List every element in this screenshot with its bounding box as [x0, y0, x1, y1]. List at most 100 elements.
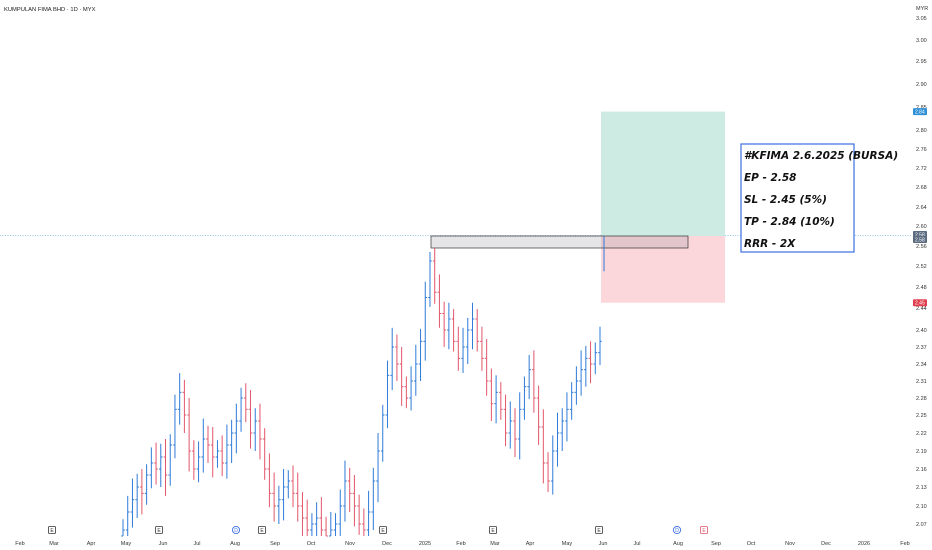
ohlc-bar [149, 447, 154, 489]
price-tag [913, 236, 927, 243]
time-axis[interactable]: Feb Mar Apr May Jun Jul Aug Sep Oct Nov Dec 2025 Feb… [15, 541, 909, 547]
target-zone[interactable] [601, 111, 725, 236]
annotation-line-1: #KFIMA 2.6.2025 (BURSA) [744, 150, 898, 162]
ohlc-bar [295, 472, 300, 522]
ohlc-bar [480, 326, 484, 371]
price-tick-label: 2.85 [916, 105, 927, 111]
time-tick-label: May [562, 541, 573, 547]
time-tick-label: Sep [270, 541, 280, 547]
ohlc-bar [541, 409, 546, 484]
time-tick-label: Aug [230, 541, 240, 547]
earnings-marker[interactable]: E [379, 526, 387, 534]
ohlc-bar [210, 427, 215, 478]
time-tick-label: Apr [526, 541, 535, 547]
time-tick-label: 2026 [858, 541, 870, 547]
ohlc-bar [395, 334, 399, 381]
earnings-marker[interactable]: E [48, 526, 56, 534]
price-tick-label: 2.95 [916, 59, 927, 65]
ohlc-bar [484, 339, 489, 396]
price-tag [913, 108, 927, 116]
price-tick-label: 2.64 [916, 205, 927, 211]
price-axis[interactable]: 3.05 3.00 2.95 2.90 2.85 2.80 2.76 2.72 2.68 2.64… [916, 16, 927, 528]
time-tick-label: Nov [785, 541, 795, 547]
ohlc-bar [215, 440, 220, 468]
svg-text:D: D [234, 528, 238, 534]
ohlc-bar [598, 326, 602, 366]
ohlc-bar [428, 252, 432, 307]
ohlc-bar [140, 469, 144, 515]
svg-text:E: E [50, 528, 54, 534]
trade-annotation[interactable]: #KFIMA 2.6.2025 (BURSA) EP - 2.58 SL - 2… [740, 143, 898, 253]
ohlc-bar [206, 425, 210, 463]
ohlc-bar [125, 495, 130, 536]
dividend-marker[interactable]: D [672, 525, 682, 535]
price-axis-tags: 2.84 2.582.58 2.45 [913, 108, 927, 307]
price-tick-label: 2.76 [916, 147, 927, 153]
ohlc-bar [451, 309, 456, 352]
price-tick-label: 2.16 [916, 467, 927, 473]
svg-text:E: E [597, 528, 601, 534]
svg-text:E: E [381, 528, 385, 534]
ohlc-bar [305, 499, 309, 536]
price-tick-label: 2.28 [916, 396, 927, 402]
ohlc-bar [499, 382, 503, 420]
earnings-marker[interactable]: E [700, 526, 708, 534]
resistance-zone[interactable] [430, 235, 689, 249]
ohlc-bar [550, 435, 555, 495]
time-tick-label: Dec [382, 541, 392, 547]
ohlc-bar [418, 328, 423, 381]
ohlc-bar [158, 443, 163, 487]
price-tick-label: 2.10 [916, 504, 927, 510]
ohlc-bar [489, 368, 494, 421]
ohlc-bar [565, 392, 569, 442]
ohlc-bar [338, 489, 343, 536]
ohlc-bar [546, 452, 550, 493]
ohlc-bar [177, 373, 182, 425]
earnings-marker[interactable]: E [258, 526, 266, 534]
ohlc-bar [258, 403, 262, 460]
ohlc-bar [357, 494, 361, 535]
ohlc-bar [300, 492, 305, 536]
ohlc-bar [229, 419, 234, 463]
time-tick-label: Feb [456, 541, 465, 547]
ohlc-bar [187, 398, 191, 472]
ohlc-bar [465, 317, 470, 364]
ohlc-bar [414, 344, 418, 396]
ohlc-bar [130, 478, 135, 528]
earnings-marker[interactable]: E [489, 526, 497, 534]
price-tick-label: 2.48 [916, 285, 927, 291]
earnings-marker[interactable]: E [595, 526, 603, 534]
ohlc-bar [461, 327, 465, 374]
price-tick-label: 3.00 [916, 38, 927, 44]
dividend-marker[interactable]: D [231, 525, 241, 535]
ohlc-bar [324, 516, 328, 537]
ohlc-bar [144, 464, 149, 505]
ohlc-bar [281, 469, 286, 521]
ohlc-bar [579, 350, 583, 396]
stop-zone[interactable] [601, 236, 725, 303]
time-tick-label: Jun [599, 541, 608, 547]
ohlc-bar [574, 366, 579, 405]
ohlc-bar [366, 490, 371, 536]
svg-text:D: D [675, 528, 679, 534]
ohlc-bar [314, 502, 319, 536]
annotation-line-2: EP - 2.58 [744, 172, 796, 184]
ohlc-bar [584, 345, 588, 387]
zone-rectangle[interactable] [430, 235, 689, 249]
ohlc-bar [154, 442, 158, 485]
ohlc-bar [475, 309, 480, 352]
long-position-tool[interactable] [601, 111, 725, 303]
ohlc-bar [503, 394, 508, 447]
earnings-marker[interactable]: E [155, 526, 163, 534]
ohlc-bar [409, 366, 413, 411]
ohlc-bar [121, 519, 125, 537]
ohlc-bar [343, 460, 347, 522]
svg-text:E: E [260, 528, 264, 534]
ohlc-bar [201, 418, 206, 473]
price-tag-label: 2.58 [915, 232, 925, 238]
price-tag [913, 299, 927, 307]
ohlc-bar [423, 281, 428, 361]
time-tick-label: Oct [307, 541, 316, 547]
